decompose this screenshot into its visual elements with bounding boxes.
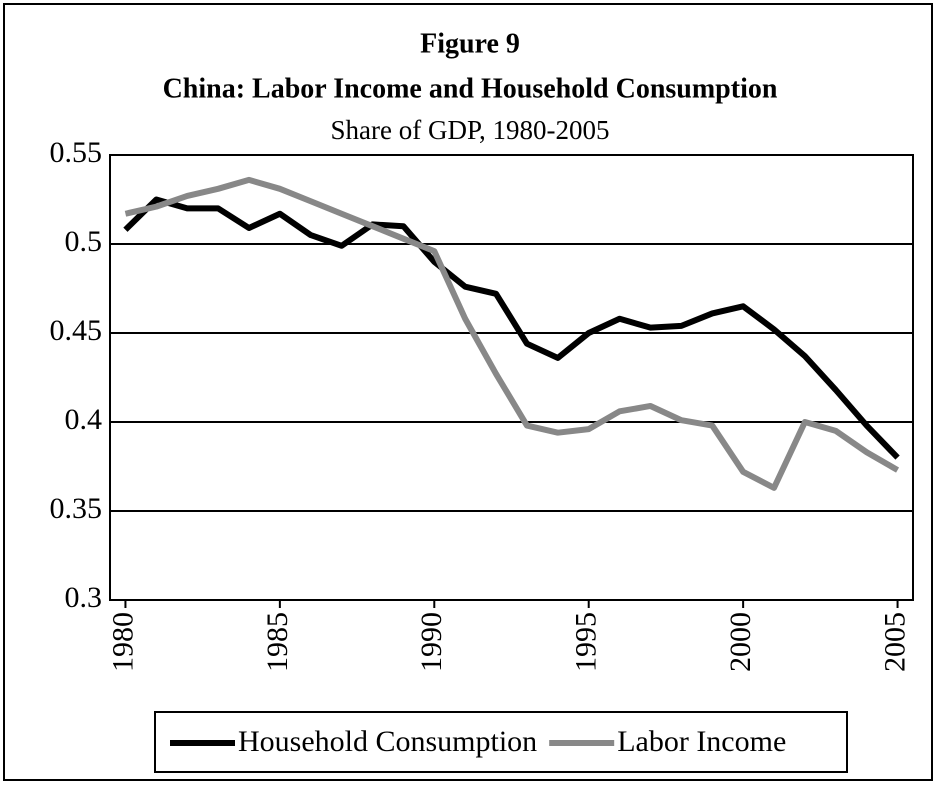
chart-subtitle: China: Labor Income and Household Consum… <box>163 73 778 104</box>
legend-label: Labor Income <box>617 725 786 758</box>
y-tick-label: 0.35 <box>50 492 103 525</box>
chart-subtitle: Share of GDP, 1980-2005 <box>331 115 610 145</box>
line-series <box>123 196 900 460</box>
y-tick-label: 0.5 <box>65 225 103 258</box>
y-tick-label: 0.4 <box>65 403 103 436</box>
x-tick-label: 1985 <box>261 612 294 672</box>
y-tick-label: 0.55 <box>50 136 103 169</box>
x-tick-label: 2000 <box>724 612 757 672</box>
line-series <box>124 176 900 491</box>
chart-frame <box>3 3 933 781</box>
legend-label: Household Consumption <box>238 725 537 758</box>
y-tick-label: 0.45 <box>50 314 103 347</box>
legend-frame <box>154 711 848 773</box>
x-tick-label: 1990 <box>415 612 448 672</box>
plot-frame <box>109 154 914 601</box>
y-tick-label: 0.3 <box>65 581 103 614</box>
chart-title: Figure 9 <box>420 28 520 59</box>
legend: Household Consumption Labor Income <box>154 711 848 773</box>
x-tick-label: 1995 <box>570 612 603 672</box>
x-tick-label: 1980 <box>106 612 139 672</box>
x-tick-label: 2005 <box>878 612 911 672</box>
